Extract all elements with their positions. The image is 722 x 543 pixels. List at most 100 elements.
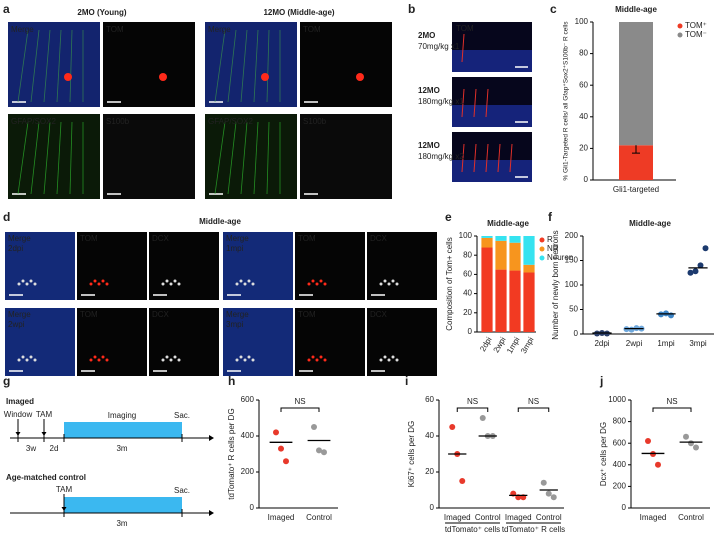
cell [169, 282, 173, 286]
arrow-head [41, 432, 47, 436]
cell [161, 358, 165, 362]
stain-label: Merge [8, 310, 31, 319]
data-point [683, 433, 689, 440]
stain-label: Merge [226, 234, 249, 243]
y-tick-label: 0 [584, 175, 589, 184]
gap-label: 2d [50, 444, 59, 453]
bar-segment [495, 240, 507, 270]
stain-label: DCX [152, 310, 170, 319]
arrow-head [15, 432, 21, 436]
significance-bracket [280, 407, 320, 412]
micrograph [77, 232, 147, 300]
cell [391, 355, 395, 359]
micrograph-layer [452, 105, 532, 127]
y-axis-label: % Gli1-Targeted R cells/ all Gfap⁺Sox2⁺S… [563, 21, 570, 181]
cell [93, 355, 97, 359]
event-label: TAM [36, 410, 53, 419]
cell [243, 282, 247, 286]
cell [323, 282, 327, 286]
texture [56, 121, 62, 195]
data-point [278, 445, 284, 452]
micrograph [223, 308, 293, 376]
texture [56, 29, 62, 103]
cell [93, 279, 97, 283]
y-tick-label: 800 [613, 417, 627, 426]
y-tick-label: 200 [241, 467, 255, 476]
texture [253, 29, 259, 103]
stain-label: TOM [80, 310, 98, 319]
cell [173, 355, 177, 359]
cell [25, 358, 29, 362]
texture [214, 29, 226, 103]
data-point [697, 262, 704, 269]
cell [307, 282, 311, 286]
micrograph [367, 308, 437, 376]
x-tick-label: Imaged [640, 513, 667, 522]
legend-marker [677, 23, 683, 29]
cell [485, 143, 489, 173]
y-tick-label: 40 [425, 431, 434, 440]
group-label: tdTomato⁺ cells [445, 525, 500, 534]
legend-marker [539, 237, 545, 243]
arrow-head [209, 435, 214, 441]
gap-label: 3w [26, 444, 36, 453]
legend-marker [539, 246, 545, 252]
micrograph [295, 232, 365, 300]
micrograph [8, 22, 100, 107]
timeline-title: Imaged [6, 397, 34, 406]
cell [247, 279, 251, 283]
stain-label: GFAP/SOX2 [208, 117, 253, 126]
data-point [273, 429, 279, 436]
legend-label: Neuron [547, 253, 573, 262]
y-tick-label: 60 [463, 270, 472, 279]
micrograph [223, 232, 293, 300]
cell [383, 279, 387, 283]
time-label: 2wpi [8, 320, 25, 329]
x-tick-label: 3mpi [519, 335, 536, 355]
panel-letter: b [408, 2, 415, 16]
micrograph [77, 308, 147, 376]
micrograph [367, 232, 437, 300]
cell [311, 355, 315, 359]
significance-label: NS [528, 397, 539, 406]
dose-label: 180mg/kg x1 [418, 97, 464, 106]
y-tick-label: 40 [463, 289, 472, 298]
data-point [693, 444, 699, 451]
y-axis-label: tdTomato⁺ R cells per DG [227, 408, 236, 499]
cell [391, 279, 395, 283]
control-period [64, 497, 182, 513]
panel-letter: i [405, 374, 408, 388]
cell [243, 358, 247, 362]
data-point [692, 268, 699, 275]
y-tick-label: 50 [569, 305, 578, 314]
texture [30, 121, 40, 195]
y-tick-label: 400 [241, 431, 255, 440]
y-tick-label: 20 [463, 308, 472, 317]
panel-letter: g [3, 374, 10, 388]
x-tick-label: Imaged [268, 513, 295, 522]
y-tick-label: 60 [425, 395, 434, 404]
data-point [655, 461, 661, 468]
y-tick-label: 200 [613, 482, 627, 491]
cell [29, 355, 33, 359]
cell [177, 282, 181, 286]
micrograph [295, 308, 365, 376]
cell [239, 279, 243, 283]
cell [251, 358, 255, 362]
bar-segment [481, 237, 493, 248]
texture [253, 121, 259, 195]
y-axis-label: Ki67⁺ cells per DG [407, 421, 416, 487]
texture [69, 121, 73, 195]
stain-label: DCX [370, 234, 388, 243]
cell [461, 88, 465, 118]
y-tick-label: 600 [241, 395, 255, 404]
panel-letter: f [548, 210, 553, 224]
cell [319, 279, 323, 283]
group-label: tdTomato⁺ R cells [502, 525, 565, 534]
stain-label: S100b [303, 117, 327, 126]
cell [17, 358, 21, 362]
cell [165, 279, 169, 283]
data-point [545, 490, 552, 497]
panel-title: Middle-age [199, 217, 241, 226]
